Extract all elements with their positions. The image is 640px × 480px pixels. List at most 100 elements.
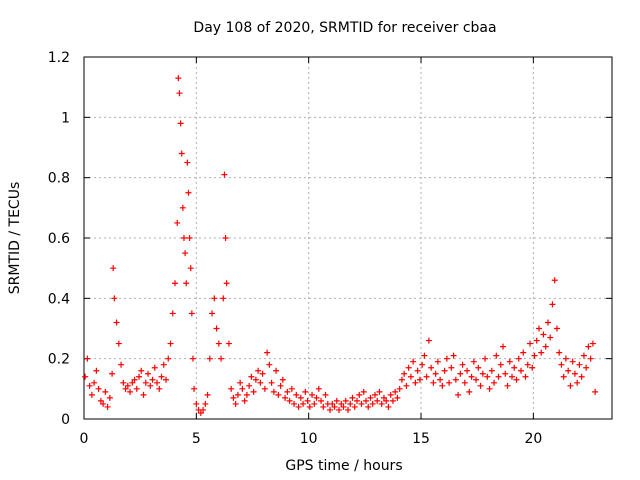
data-point [535,325,542,332]
y-tick-label: 1.2 [48,50,70,66]
data-point [567,382,574,389]
data-point [398,376,405,383]
data-point [300,400,307,407]
data-point [466,388,473,395]
data-point [405,364,412,371]
data-point [284,388,291,395]
data-point [322,391,329,398]
data-point [441,367,448,374]
data-point [347,400,354,407]
data-point [179,204,186,211]
data-point [111,295,118,302]
data-point [223,280,230,287]
data-point [531,352,538,359]
data-point [140,391,147,398]
data-point [416,376,423,383]
data-point [529,364,536,371]
data-point [180,235,187,241]
data-point [250,388,257,395]
grid-lines [84,57,612,419]
data-point [448,364,455,371]
data-point [266,361,273,368]
data-point [369,400,376,407]
data-point [246,382,253,389]
data-point [100,400,107,407]
x-tick-label: 0 [80,431,89,447]
x-axis-label: GPS time / hours [285,458,402,474]
data-point [311,400,318,407]
data-point [118,361,125,368]
data-point [459,361,466,368]
data-point [175,75,182,82]
data-point [131,376,138,383]
data-point [124,382,131,389]
data-point [340,403,347,410]
data-point [394,394,401,401]
data-point [515,355,522,362]
data-point [446,379,453,386]
data-point [587,355,594,362]
data-point [178,150,185,157]
data-point [288,385,295,392]
data-point [93,367,100,374]
data-point [544,319,551,326]
data-point [273,367,280,374]
data-point [109,370,116,377]
y-tick-label: 0.8 [48,171,70,187]
data-point [295,403,302,410]
x-tick-label: 5 [192,431,201,447]
data-point [156,385,163,392]
data-point [185,189,192,196]
data-point [333,397,340,404]
data-point [171,280,178,287]
data-point [437,376,444,383]
data-point [218,355,225,362]
data-point [255,367,262,374]
data-point [315,385,322,392]
data-point [222,235,229,241]
data-point [497,361,504,368]
y-tick-label: 0.6 [48,231,70,247]
data-point [522,373,529,380]
data-point [97,397,104,404]
data-point [221,171,228,178]
data-point [351,403,358,410]
data-point [230,394,237,401]
data-point [432,370,439,377]
data-point [95,385,102,392]
data-point [138,367,145,374]
data-point [193,400,200,407]
data-point [504,382,511,389]
data-point [387,391,394,398]
data-point [268,379,275,386]
data-point [428,364,435,371]
data-point [115,340,122,347]
data-point [191,385,198,392]
data-point [197,409,204,416]
data-point [158,373,165,380]
data-point [509,373,516,380]
data-point [174,219,181,226]
data-point [88,391,95,398]
data-point [356,391,363,398]
data-point [578,373,585,380]
data-point [473,376,480,383]
data-point [353,397,360,404]
data-point [414,367,421,374]
data-point [520,349,527,356]
data-point [574,379,581,386]
data-point [452,376,459,383]
data-point [506,358,513,365]
data-point [560,373,567,380]
data-point [486,385,493,392]
data-point [313,394,320,401]
x-tick-label: 10 [300,431,318,447]
data-point [160,361,167,368]
data-point [396,385,403,392]
data-point [380,394,387,401]
data-point [470,358,477,365]
data-point [580,352,587,359]
data-point [91,379,98,386]
data-point [365,403,372,410]
